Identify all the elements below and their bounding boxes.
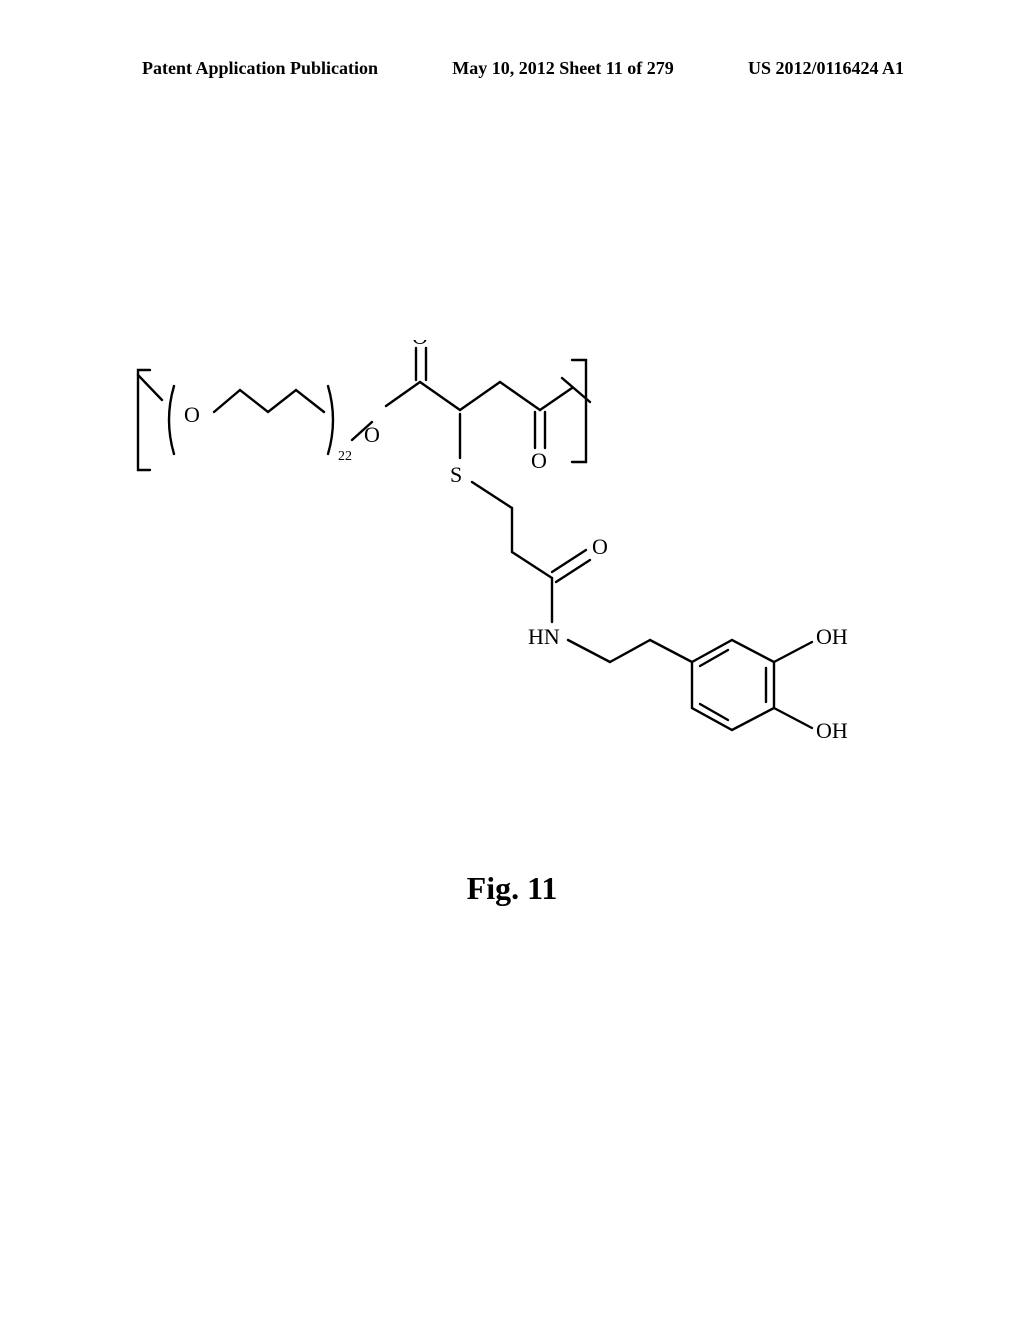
atom-O-amide: O [592, 534, 608, 559]
atom-OH2: OH [816, 718, 848, 743]
atom-OH1: OH [816, 624, 848, 649]
atom-HN: HN [528, 624, 560, 649]
structure-svg: O 22 O O O S O HN OH OH [120, 340, 920, 760]
header: Patent Application Publication May 10, 2… [0, 58, 1024, 79]
atom-O-ester: O [364, 422, 380, 447]
chemical-structure-figure: O 22 O O O S O HN OH OH [120, 340, 920, 760]
atom-S: S [450, 462, 462, 487]
subscript-22: 22 [338, 449, 352, 464]
figure-caption: Fig. 11 [0, 870, 1024, 907]
page: Patent Application Publication May 10, 2… [0, 0, 1024, 1320]
header-date-sheet: May 10, 2012 Sheet 11 of 279 [452, 58, 673, 79]
header-publication: Patent Application Publication [142, 58, 378, 79]
atom-O-carbonyl1: O [412, 340, 428, 349]
header-pub-number: US 2012/0116424 A1 [748, 58, 904, 79]
atom-O-peg: O [184, 402, 200, 427]
atom-O-carbonyl2: O [531, 448, 547, 473]
